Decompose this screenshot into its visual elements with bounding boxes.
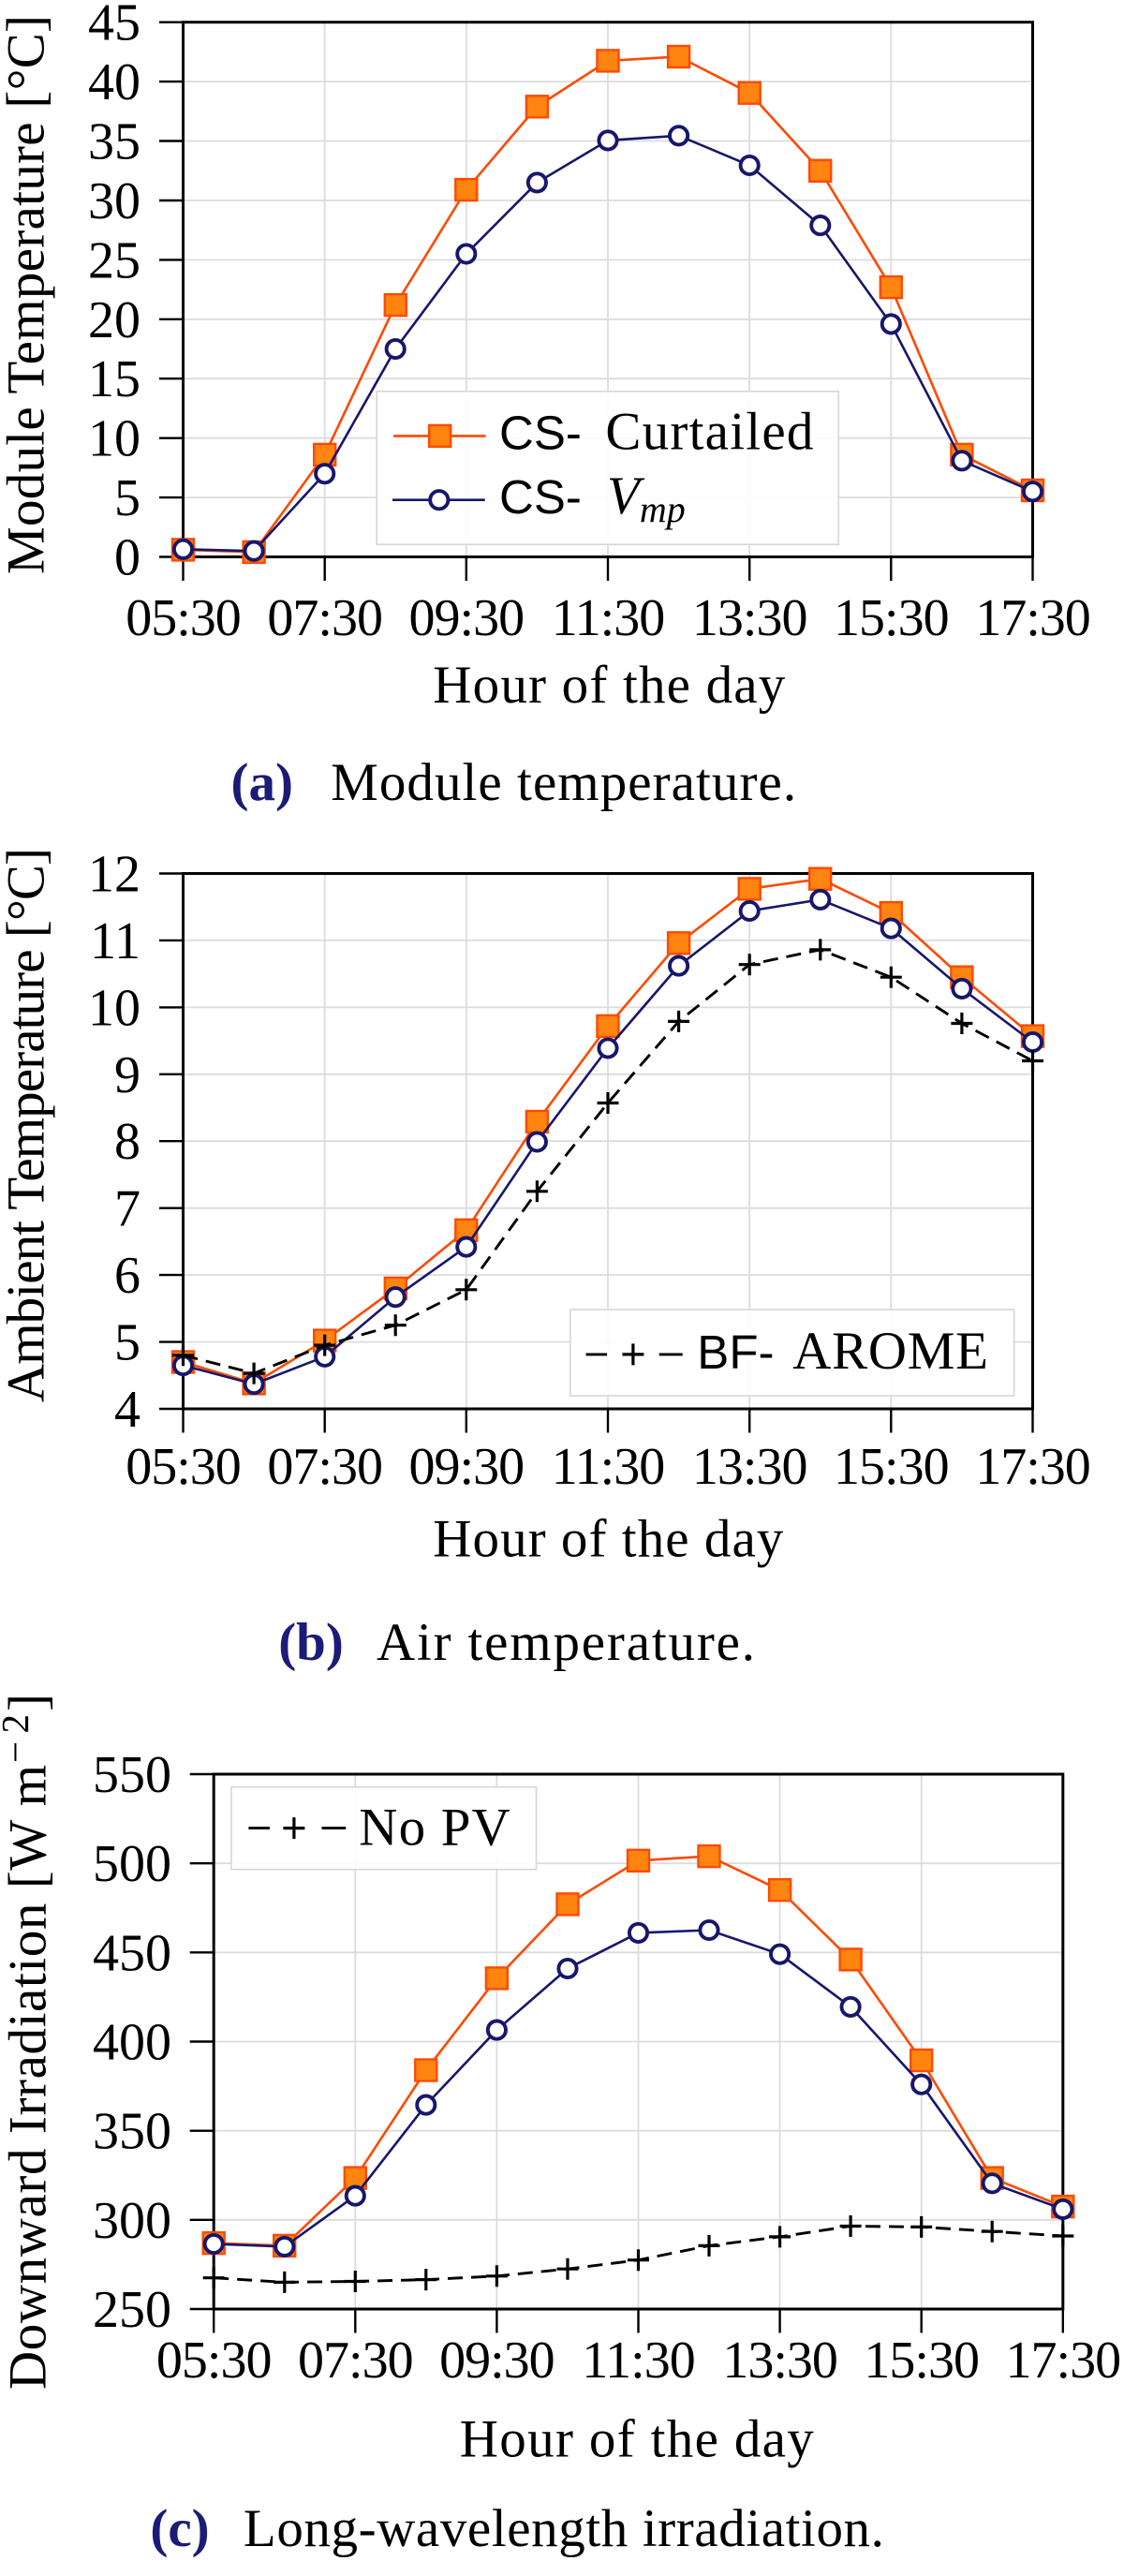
svg-text:15:30: 15:30: [834, 589, 949, 647]
svg-text:17:30: 17:30: [975, 1438, 1090, 1496]
svg-text:30: 30: [88, 172, 140, 230]
svg-text:15: 15: [88, 350, 140, 408]
svg-text:35: 35: [88, 113, 140, 171]
svg-text:Module temperature.: Module temperature.: [331, 753, 796, 812]
svg-text:17:30: 17:30: [1006, 2332, 1121, 2390]
svg-text:]: ]: [0, 1694, 58, 1711]
svg-text:05:30: 05:30: [156, 2332, 272, 2390]
svg-text:CS-: CS-: [499, 407, 582, 460]
svg-text:09:30: 09:30: [409, 1438, 525, 1496]
svg-text:Hour of the day: Hour of the day: [433, 1509, 784, 1568]
svg-text:450: 450: [93, 1924, 171, 1982]
svg-text:15:30: 15:30: [834, 1438, 949, 1496]
svg-text:(c): (c): [150, 2499, 209, 2558]
svg-text:09:30: 09:30: [439, 2332, 555, 2390]
svg-text:45: 45: [88, 0, 140, 52]
svg-text:(a): (a): [231, 753, 293, 812]
svg-text:No PV: No PV: [359, 1799, 510, 1858]
svg-text:05:30: 05:30: [126, 589, 241, 647]
svg-text:12: 12: [88, 846, 140, 904]
svg-text:Hour of the day: Hour of the day: [433, 656, 786, 715]
svg-text:10: 10: [88, 410, 140, 468]
svg-text:40: 40: [88, 53, 140, 111]
svg-text:05:30: 05:30: [126, 1438, 241, 1496]
svg-text:25: 25: [88, 231, 140, 289]
svg-text:CS-: CS-: [499, 470, 582, 524]
svg-text:7: 7: [114, 1180, 140, 1238]
svg-text:250: 250: [93, 2281, 171, 2339]
svg-text:5: 5: [114, 469, 140, 527]
svg-text:Air temperature.: Air temperature.: [377, 1613, 755, 1672]
svg-text:Long-wavelength irradiation.: Long-wavelength irradiation.: [244, 2499, 884, 2558]
svg-text:10: 10: [88, 979, 140, 1037]
svg-text:11: 11: [90, 912, 140, 970]
svg-text:5: 5: [114, 1314, 140, 1372]
svg-text:BF-: BF-: [697, 1325, 774, 1379]
svg-text:9: 9: [114, 1046, 140, 1104]
svg-text:07:30: 07:30: [298, 2332, 413, 2390]
svg-text:11:30: 11:30: [582, 2332, 694, 2390]
svg-text:550: 550: [93, 1746, 171, 1804]
svg-text:11:30: 11:30: [552, 1438, 664, 1496]
svg-text:15:30: 15:30: [864, 2332, 979, 2390]
svg-text:300: 300: [93, 2192, 171, 2250]
svg-text:350: 350: [93, 2103, 171, 2161]
svg-text:11:30: 11:30: [552, 589, 664, 647]
svg-text:09:30: 09:30: [409, 589, 525, 647]
svg-text:0: 0: [114, 529, 140, 587]
svg-text:500: 500: [93, 1835, 171, 1893]
svg-text:07:30: 07:30: [267, 589, 382, 647]
svg-text:Ambient Temperature [°C]: Ambient Temperature [°C]: [0, 848, 56, 1402]
svg-text:Curtailed: Curtailed: [605, 403, 813, 462]
svg-text:Hour of the day: Hour of the day: [460, 2410, 815, 2469]
svg-text:07:30: 07:30: [267, 1438, 382, 1496]
svg-text:Downward Irradiation [W m: Downward Irradiation [W m: [0, 1765, 58, 2390]
svg-text:8: 8: [114, 1113, 140, 1171]
svg-text:20: 20: [88, 291, 140, 349]
svg-text:6: 6: [114, 1247, 140, 1305]
svg-text:13:30: 13:30: [722, 2332, 837, 2390]
svg-text:17:30: 17:30: [975, 589, 1090, 647]
svg-text:Module Temperature [°C]: Module Temperature [°C]: [0, 15, 56, 574]
svg-text:400: 400: [93, 2014, 171, 2072]
svg-text:13:30: 13:30: [692, 589, 807, 647]
svg-text:4: 4: [114, 1381, 140, 1439]
svg-text:(b): (b): [278, 1613, 344, 1672]
svg-text:AROME: AROME: [792, 1322, 988, 1381]
svg-text:13:30: 13:30: [692, 1438, 807, 1496]
